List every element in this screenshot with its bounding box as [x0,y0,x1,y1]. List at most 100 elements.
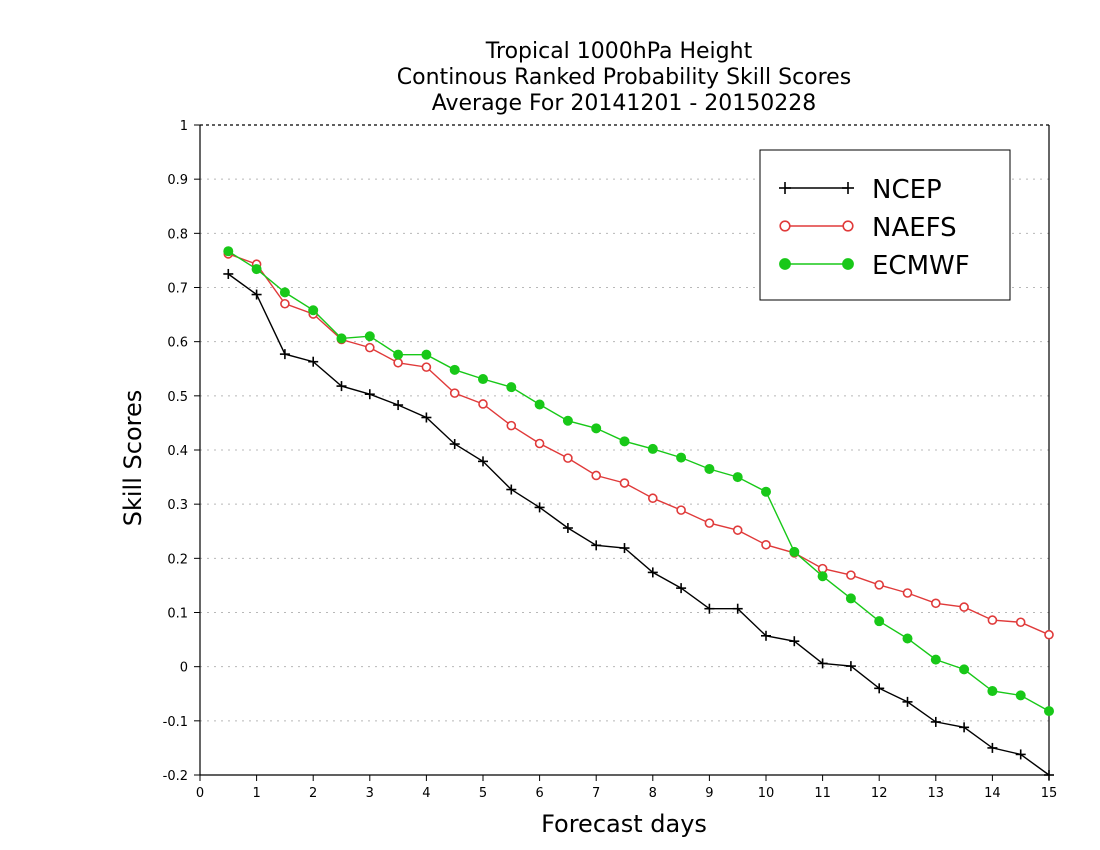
data-point-ecmwf [562,415,573,426]
y-tick-label: 0 [180,661,188,676]
series-naefs [223,249,1054,640]
data-point-naefs [280,298,290,309]
y-tick-label: 0.1 [167,607,188,622]
legend-marker-ncep [842,182,854,194]
y-tick-label: 1 [180,119,188,134]
legend-item-ncep: NCEP [779,175,942,205]
x-tick-label: 7 [592,786,600,801]
x-tick-label: 5 [479,786,487,801]
data-point-ecmwf [959,664,970,675]
data-point-ecmwf [676,452,687,463]
legend-item-naefs: NAEFS [779,213,957,243]
x-tick-label: 12 [871,786,888,801]
x-tick-label: 3 [366,786,374,801]
y-axis-label: Skill Scores [119,390,147,527]
data-point-ncep [279,349,290,360]
data-point-ncep [930,716,941,727]
chart-title: Tropical 1000hPa Height Continous Ranked… [397,39,851,116]
legend-label-ecmwf: ECMWF [872,251,970,281]
data-point-ncep [732,603,743,614]
axis-ticks: -0.2-0.100.10.20.30.40.50.60.70.80.910 1 2… [163,119,1058,801]
data-point-ncep [534,502,545,513]
data-point-naefs [364,342,375,353]
data-point-ncep [308,356,319,367]
data-point-ecmwf [449,364,460,375]
series-lines [223,246,1054,780]
data-point-ecmwf [279,287,290,298]
chart-title-line-3: Average For 20141201 - 20150228 [432,91,817,116]
data-point-naefs [874,580,885,590]
x-tick-label: 0 [196,786,204,801]
data-point-ecmwf [534,399,545,410]
series-line-ncep [227,273,1050,776]
data-point-ncep [251,289,262,300]
x-tick-label: 15 [1041,786,1058,801]
series-line-ecmwf [227,250,1050,712]
data-point-ecmwf [393,349,404,360]
x-tick-label: 8 [649,786,657,801]
x-tick-label: 4 [422,786,430,801]
chart-title-line-2: Continous Ranked Probability Skill Score… [397,65,851,90]
y-tick-label: 0.2 [167,552,188,567]
x-axis-label: Forecast days [541,810,707,838]
x-tick-label: 9 [705,786,713,801]
x-tick-label: 10 [758,786,775,801]
legend-marker-naefs [779,220,791,232]
legend-marker-naefs [842,220,854,232]
data-point-ncep [647,567,658,578]
data-point-ncep [704,603,715,614]
data-point-naefs [393,357,403,368]
data-point-ecmwf [223,246,234,257]
data-point-ncep [506,484,517,495]
data-point-ncep [676,583,687,594]
data-point-ncep [1044,770,1054,780]
data-point-ncep [619,543,630,554]
x-tick-label: 6 [535,786,543,801]
data-point-naefs [591,470,602,481]
y-tick-label: -0.2 [163,769,188,784]
data-point-ncep [364,389,375,400]
x-tick-label: 2 [309,786,317,801]
chart-title-line-1: Tropical 1000hPa Height [485,39,753,64]
y-tick-label: -0.1 [163,715,188,730]
data-point-naefs [902,588,913,598]
data-point-ecmwf [817,571,828,582]
legend-marker-ecmwf [842,258,854,270]
data-point-naefs [449,388,460,398]
data-point-naefs [930,598,941,609]
data-point-naefs [1015,617,1026,628]
data-point-ncep [817,658,828,669]
grid [200,178,1049,722]
data-point-naefs [987,615,998,625]
data-point-ncep [789,636,800,647]
data-point-ncep [902,696,913,707]
y-tick-label: 0.7 [167,282,188,297]
data-point-ecmwf [506,382,517,393]
data-point-ncep [1015,749,1026,760]
data-point-naefs [478,399,488,409]
y-tick-label: 0.5 [167,390,188,405]
data-point-ecmwf [704,463,715,474]
y-tick-label: 0.3 [167,498,188,513]
data-point-ecmwf [902,633,913,644]
data-point-ncep [393,400,404,411]
legend-marker-ncep [779,182,791,194]
legend-box [759,149,1011,301]
data-point-ncep [478,456,488,467]
x-tick-label: 13 [928,786,945,801]
data-point-ecmwf [845,593,856,604]
data-point-naefs [619,478,630,488]
data-point-ncep [959,722,970,733]
data-point-naefs [421,362,432,372]
x-tick-label: 1 [252,786,260,801]
data-point-ncep [562,523,573,533]
data-point-ecmwf [1044,706,1054,717]
data-point-ecmwf [987,686,998,697]
legend-item-ecmwf: ECMWF [779,251,970,281]
data-point-ecmwf [619,436,630,447]
data-point-ecmwf [1015,690,1026,701]
data-point-ncep [874,683,885,694]
data-point-ncep [845,661,856,672]
series-ncep [223,268,1054,780]
